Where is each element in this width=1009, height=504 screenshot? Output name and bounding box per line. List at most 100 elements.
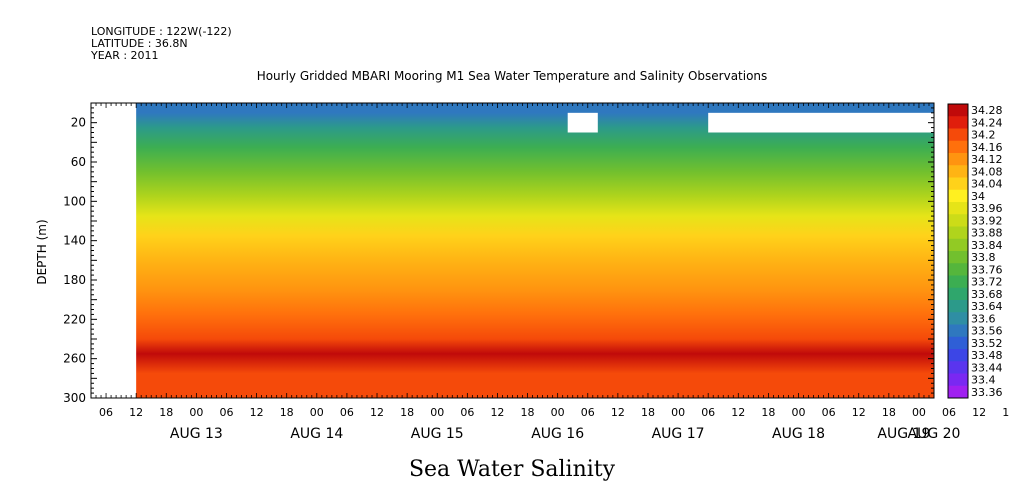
colorbar-label: 33.36 <box>971 386 1003 399</box>
colorbar-swatch <box>948 189 968 203</box>
colorbar-swatch <box>948 312 968 325</box>
colorbar-label: 34.08 <box>971 165 1003 178</box>
chart-title: Hourly Gridded MBARI Mooring M1 Sea Wate… <box>257 69 768 83</box>
colorbar: 34.2834.2434.234.1634.1234.0834.043433.9… <box>947 103 1003 399</box>
x-hour-label: 00 <box>912 406 926 419</box>
x-hour-label: 12 <box>250 406 264 419</box>
x-day-label: AUG 16 <box>531 426 584 442</box>
x-hour-label: 06 <box>581 406 595 419</box>
y-tick-label: 180 <box>63 273 86 287</box>
x-hour-label: 12 <box>611 406 625 419</box>
colorbar-label: 34.12 <box>971 153 1003 166</box>
x-hour-label: 06 <box>701 406 715 419</box>
colorbar-label: 33.68 <box>971 288 1003 301</box>
colorbar-label: 33.48 <box>971 349 1003 362</box>
x-hour-label: 12 <box>129 406 143 419</box>
colorbar-label: 33.64 <box>971 300 1003 313</box>
x-hour-label: 18 <box>280 406 294 419</box>
colorbar-label: 33.76 <box>971 263 1003 276</box>
x-hour-label: 00 <box>189 406 203 419</box>
colorbar-swatch <box>948 116 968 129</box>
colorbar-frame <box>947 103 969 399</box>
longitude-label: LONGITUDE : 122W(-122) <box>91 25 232 38</box>
x-hour-label: 12 <box>731 406 745 419</box>
y-tick-label: 260 <box>63 352 86 366</box>
y-tick-label: 140 <box>63 234 86 248</box>
colorbar-label: 33.72 <box>971 276 1003 289</box>
x-hour-label: 12 <box>972 406 986 419</box>
y-tick-label: 220 <box>63 312 86 326</box>
x-hour-label: 18 <box>159 406 173 419</box>
missing-data-region <box>91 103 137 398</box>
x-hour-label: 06 <box>822 406 836 419</box>
x-hour-label: 12 <box>852 406 866 419</box>
colorbar-label: 34.04 <box>971 178 1003 191</box>
x-hour-label: 06 <box>99 406 113 419</box>
x-day-label: AUG 17 <box>652 426 705 442</box>
colorbar-label: 34 <box>971 190 985 203</box>
x-day-label: AUG 19 <box>877 426 930 442</box>
heatmap-plot-area <box>90 102 935 399</box>
salinity-field <box>91 103 934 398</box>
colorbar-swatch <box>948 349 968 362</box>
colorbar-label: 33.56 <box>971 325 1003 338</box>
colorbar-swatch <box>948 275 968 289</box>
colorbar-swatch <box>948 300 968 313</box>
year-label: YEAR : 2011 <box>90 49 159 62</box>
colorbar-swatch <box>948 385 968 399</box>
x-hour-label: 12 <box>490 406 504 419</box>
x-hour-label: 18 <box>761 406 775 419</box>
y-tick-label: 20 <box>71 116 86 130</box>
colorbar-swatch <box>948 263 968 276</box>
colorbar-label: 33.52 <box>971 337 1003 350</box>
y-tick-label: 60 <box>71 155 86 169</box>
colorbar-label: 33.96 <box>971 202 1003 215</box>
colorbar-swatch <box>948 104 968 117</box>
colorbar-label: 33.88 <box>971 227 1003 240</box>
x-day-label: AUG 20 <box>908 426 961 442</box>
x-hour-label: 00 <box>671 406 685 419</box>
colorbar-swatch <box>948 324 968 338</box>
colorbar-swatch <box>948 140 968 154</box>
colorbar-label: 33.6 <box>971 312 996 325</box>
x-hour-label: 12 <box>370 406 384 419</box>
x-hour-label: 18 <box>641 406 655 419</box>
x-hour-label: 06 <box>460 406 474 419</box>
colorbar-swatch <box>948 214 968 227</box>
x-hour-label: 18 <box>1002 406 1009 419</box>
x-hour-label: 00 <box>551 406 565 419</box>
x-hour-label: 06 <box>219 406 233 419</box>
x-hour-label: 18 <box>882 406 896 419</box>
missing-data-region <box>567 112 598 133</box>
x-hour-label: 06 <box>340 406 354 419</box>
colorbar-label: 33.8 <box>971 251 996 264</box>
colorbar-swatch <box>948 373 968 387</box>
colorbar-label: 34.28 <box>971 104 1003 117</box>
colorbar-swatch <box>948 336 968 350</box>
y-tick-label: 100 <box>63 194 86 208</box>
x-day-label: AUG 18 <box>772 426 825 442</box>
x-day-label: AUG 15 <box>411 426 464 442</box>
colorbar-label: 33.4 <box>971 374 996 387</box>
x-day-label: AUG 14 <box>290 426 343 442</box>
y-tick-label: 300 <box>63 391 86 405</box>
colorbar-swatch <box>948 251 968 264</box>
missing-data-region <box>708 112 934 133</box>
colorbar-swatch <box>948 165 968 178</box>
colorbar-swatch <box>948 287 968 301</box>
latitude-label: LATITUDE : 36.8N <box>91 37 188 50</box>
colorbar-label: 34.24 <box>971 116 1003 129</box>
colorbar-swatch <box>948 128 968 142</box>
colorbar-swatch <box>948 153 968 166</box>
x-hour-label: 18 <box>521 406 535 419</box>
x-day-label: AUG 13 <box>170 426 223 442</box>
colorbar-swatch <box>948 361 968 374</box>
colorbar-label: 34.2 <box>971 129 996 142</box>
colorbar-label: 34.16 <box>971 141 1003 154</box>
colorbar-label: 33.92 <box>971 214 1003 227</box>
colorbar-swatch <box>948 226 968 240</box>
colorbar-swatch <box>948 177 968 191</box>
x-hour-label: 00 <box>792 406 806 419</box>
colorbar-label: 33.44 <box>971 361 1003 374</box>
